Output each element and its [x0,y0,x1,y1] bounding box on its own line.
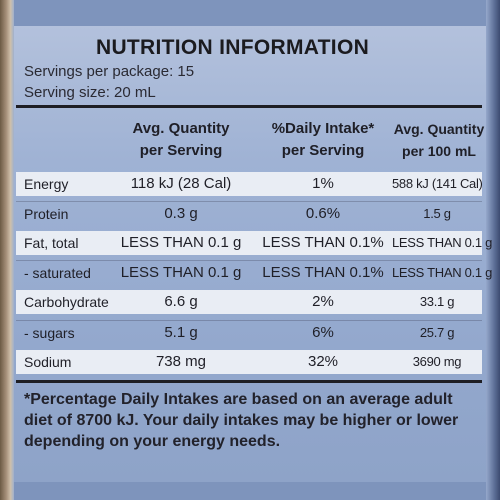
avg-per-100ml-value: LESS THAN 0.1 g [392,235,493,250]
bottle-edge-right [486,0,500,500]
avg-per-serving-value: 6.6 g [164,293,198,310]
column-header-avg-per-100ml: Avg. Quantity per 100 mL [392,118,486,162]
daily-intake-value: 6% [312,324,334,341]
nutrient-row-protein: Protein 0.3 g 0.6% 1.5 g [16,201,482,226]
avg-per-serving-value: 0.3 g [164,205,198,222]
nutrient-row-energy: Energy 118 kJ (28 Cal) 1% 588 kJ (141 Ca… [16,172,483,196]
nutrient-row-fat-total: Fat, total LESS THAN 0.1 g LESS THAN 0.1… [16,231,493,255]
column-header-line: %Daily Intake* [271,120,375,137]
bottle-edge-left [0,0,14,500]
table-bottom-divider [16,380,482,383]
avg-per-serving-value: 738 mg [155,353,207,370]
daily-intake-footnote: *Percentage Daily Intakes are based on a… [24,391,459,450]
daily-intake-value: 32% [307,353,339,370]
nutrient-name: Sodium [24,354,72,370]
nutrient-name: - sugars [24,325,75,341]
nutrient-row-saturated: - saturated LESS THAN 0.1 g LESS THAN 0.… [16,260,493,285]
nutrient-name: Energy [24,176,69,192]
nutrient-name: - saturated [24,265,91,281]
avg-per-100ml-value: 588 kJ (141 Cal) [392,176,483,191]
nutrient-row-sodium: Sodium 738 mg 32% 3690 mg [16,350,482,374]
column-header-line: per Serving [139,142,223,159]
avg-per-100ml-value: LESS THAN 0.1 g [392,265,493,280]
servings-per-package: Servings per package: 15 [24,63,195,80]
column-header-line: per Serving [281,142,365,159]
avg-per-serving-value: 5.1 g [164,324,198,341]
daily-intake-value: LESS THAN 0.1% [262,234,384,251]
column-header-daily-intake: %Daily Intake* per Serving [256,118,390,162]
daily-intake-value: 0.6% [305,205,341,222]
nutrient-name: Protein [24,206,69,222]
avg-per-serving-value: LESS THAN 0.1 g [120,234,242,251]
daily-intake-value: 2% [312,293,334,310]
daily-intake-value: 1% [312,175,334,192]
avg-per-100ml-value: 33.1 g [419,294,455,309]
nutrient-row-carbohydrate: Carbohydrate 6.6 g 2% 33.1 g [16,290,482,314]
column-header-avg-per-serving: Avg. Quantity per Serving [116,118,246,162]
avg-per-100ml-value: 1.5 g [423,206,451,221]
avg-per-100ml-value: 25.7 g [419,325,455,340]
nutrient-name: Fat, total [24,235,79,251]
column-header-line: Avg. Quantity [132,120,230,137]
column-header-line: Avg. Quantity [393,121,485,137]
header-divider [16,105,482,108]
avg-per-serving-value: 118 kJ (28 Cal) [130,175,232,192]
avg-per-serving-value: LESS THAN 0.1 g [120,264,242,281]
serving-size: Serving size: 20 mL [24,84,156,101]
avg-per-100ml-value: 3690 mg [412,354,462,369]
daily-intake-value: LESS THAN 0.1% [262,264,384,281]
column-header-line: per 100 mL [402,143,476,159]
panel-title: NUTRITION INFORMATION [96,36,370,59]
nutrient-row-sugars: - sugars 5.1 g 6% 25.7 g [16,320,482,345]
nutrient-name: Carbohydrate [24,294,109,310]
